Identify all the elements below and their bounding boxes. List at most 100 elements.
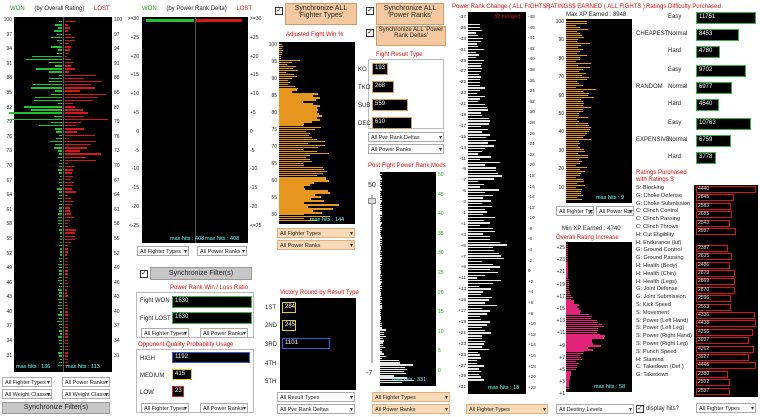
chart-bar [65,147,88,149]
prc-merged: 32 merged [494,14,521,20]
chart-bar [380,324,382,327]
scale-tick: -29 [459,57,466,63]
p2-sync-filters-button[interactable]: Synchronize Filter(s) [150,267,252,280]
chart-bar [54,144,62,146]
rdp-row-label: Hard [668,154,682,160]
chart-bar [279,101,304,103]
chart-bar [468,219,485,221]
chart-bar [566,177,576,179]
opp-power-rank-select[interactable]: All Power Ranks [200,403,248,413]
chart-bar [468,346,482,348]
p1-power-rank-select[interactable]: All Power Ranks [62,377,110,387]
frt-power-rank-select[interactable]: All Power Ranks [368,144,444,154]
chart-bar [34,96,62,99]
scale-tick: 55 [6,235,12,242]
chart-bar [468,310,490,312]
chart-bar [566,284,570,287]
scale-tick: -28 [528,119,535,125]
chart-bar [58,21,62,23]
p1-scale: 100 97 94 91 88 85 82 79 76 73 70 67 64 61 58 55 52 49 46 4… [2,17,12,367]
chart-bar [468,164,486,166]
scale-tick: +12 [528,331,536,337]
xp-scale: 100 90 80 70 60 50 40 30 20 10 [552,19,564,203]
chart-bar [65,320,68,323]
chart-bar [468,191,485,194]
scale-tick: +15 [458,297,466,303]
chart-bar [279,73,295,76]
chart-bar [49,80,62,83]
p1-sync-filters-button[interactable]: Synchronize Filter(s) [2,402,110,414]
chart-bar [468,87,486,89]
p2-fighter-type-select[interactable]: All Fighter Types [137,246,189,256]
pf-power-rank-select[interactable]: All Power Ranks [372,404,450,414]
chart-bar [59,162,62,165]
afw-power-rank-select[interactable]: All Power Ranks [277,240,355,250]
prc-title: Power Rank Change ( ALL FIGHTS ) [452,4,551,10]
p2-sync-checkbox[interactable]: ✓ [140,270,148,278]
scale-tick: -15 [250,185,258,192]
rp-row-label: H: Health (Body) [636,262,678,269]
chart-bar [380,357,383,360]
scale-tick: 100 [268,42,277,48]
pf-fighter-type-select[interactable]: All Fighter Types [372,392,450,402]
pf-slider-handle[interactable] [368,198,376,204]
chart-bar [279,214,305,216]
chart-bar [380,237,383,239]
scale-tick: +20 [250,53,259,60]
sync-delta-checkbox[interactable]: ✓ [366,29,374,37]
frt-pwr-rank-delta-select[interactable]: All Pwr Rank Deltas [368,132,444,142]
rp-row-bar: 2937 [696,228,736,235]
vr-result-type-select[interactable]: All Result Types [277,392,355,402]
opp-fighter-type-select[interactable]: All Fighter Types [141,403,189,413]
chart-bar [468,109,488,111]
vr-pwr-rank-delta-select[interactable]: All Pwr Rank Deltas [277,404,355,414]
rp-row-label: H: Stamina [636,356,664,363]
sync-power-rank-deltas-button[interactable]: Synchronize ALL 'Power Rank Deltas' [376,26,446,46]
sync-fighter-types-button[interactable]: Synchronize ALL 'Fighter Types' [285,3,357,25]
chart-bar [380,230,382,233]
wl-power-rank-select[interactable]: All Power Ranks [200,328,248,338]
p2-power-rank-select[interactable]: All Power Ranks [197,246,247,256]
chart-bar [380,292,382,294]
xp-power-rank-select[interactable]: All Power Ranks [596,206,634,216]
chart-bar [468,29,482,31]
scale-tick: +21 [458,329,466,335]
chart-bar [57,308,62,310]
chart-bar [468,340,485,343]
sync-power-ranks-button[interactable]: Synchronize ALL 'Power Ranks' [376,3,444,25]
prc-fighter-type-select[interactable]: All Fighter Types [466,404,548,414]
p1-fighter-type-select[interactable]: All Fighter Types [2,377,52,387]
afw-fighter-type-select[interactable]: All Fighter Types [277,228,355,238]
scale-tick: +18 [528,363,536,369]
scale-tick: 30 [438,250,444,257]
chart-bar [65,301,68,304]
scale-tick: 82 [114,104,120,111]
rp-display-hits-checkbox[interactable]: ✓ [636,405,644,413]
chart-bar [566,39,579,41]
chart-bar [566,366,578,369]
chart-bar [279,127,322,129]
scale-tick: 79 [6,119,12,126]
chart-bar [468,233,484,235]
pf-slider-track[interactable] [371,195,373,363]
chart-bar [59,311,62,313]
wl-fighter-type-select[interactable]: All Fighter Types [141,328,189,338]
rp-row-bar: 4440 [696,186,756,193]
power-rank-change-chart [468,12,526,394]
ori-maxhits: max hits : 58 [594,384,626,390]
chart-bar [566,35,583,37]
chart-bar [566,53,577,55]
chart-bar [279,113,320,115]
chart-bar [468,95,486,97]
chart-bar [65,55,68,58]
rp-fighter-type-select[interactable]: All Fighter Types [696,403,756,413]
sync-power-checkbox[interactable]: ✓ [366,7,374,15]
sync-fighter-checkbox[interactable]: ✓ [275,7,283,15]
p1-weight-class-select-2[interactable]: All Weight Classes [62,389,110,399]
p1-weight-class-select[interactable]: All Weight Classes [2,389,52,399]
chart-bar [65,159,97,162]
ori-destiny-level-select[interactable]: All Destiny Levels [556,404,634,414]
chart-bar [65,326,68,329]
xp-fighter-type-select[interactable]: All Fighter Types [556,206,594,216]
chart-bar [279,206,308,208]
